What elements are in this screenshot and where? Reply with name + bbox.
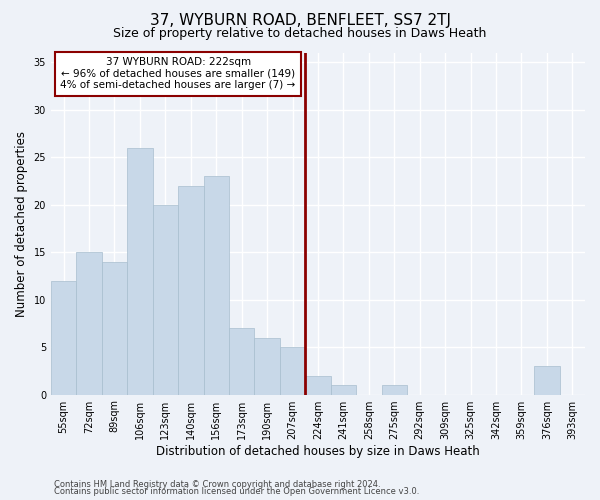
Bar: [152, 204, 178, 394]
Text: Size of property relative to detached houses in Daws Heath: Size of property relative to detached ho…: [113, 28, 487, 40]
Bar: [102, 262, 127, 394]
Bar: [331, 385, 356, 394]
Text: Contains public sector information licensed under the Open Government Licence v3: Contains public sector information licen…: [54, 487, 419, 496]
Bar: [305, 376, 331, 394]
Bar: [127, 148, 152, 394]
Text: Contains HM Land Registry data © Crown copyright and database right 2024.: Contains HM Land Registry data © Crown c…: [54, 480, 380, 489]
Bar: [280, 347, 305, 395]
Bar: [51, 280, 76, 394]
Bar: [382, 385, 407, 394]
Bar: [76, 252, 102, 394]
X-axis label: Distribution of detached houses by size in Daws Heath: Distribution of detached houses by size …: [156, 444, 480, 458]
Bar: [178, 186, 203, 394]
Y-axis label: Number of detached properties: Number of detached properties: [15, 130, 28, 316]
Bar: [229, 328, 254, 394]
Bar: [203, 176, 229, 394]
Bar: [534, 366, 560, 394]
Text: 37 WYBURN ROAD: 222sqm
← 96% of detached houses are smaller (149)
4% of semi-det: 37 WYBURN ROAD: 222sqm ← 96% of detached…: [61, 58, 296, 90]
Bar: [254, 338, 280, 394]
Text: 37, WYBURN ROAD, BENFLEET, SS7 2TJ: 37, WYBURN ROAD, BENFLEET, SS7 2TJ: [149, 12, 451, 28]
